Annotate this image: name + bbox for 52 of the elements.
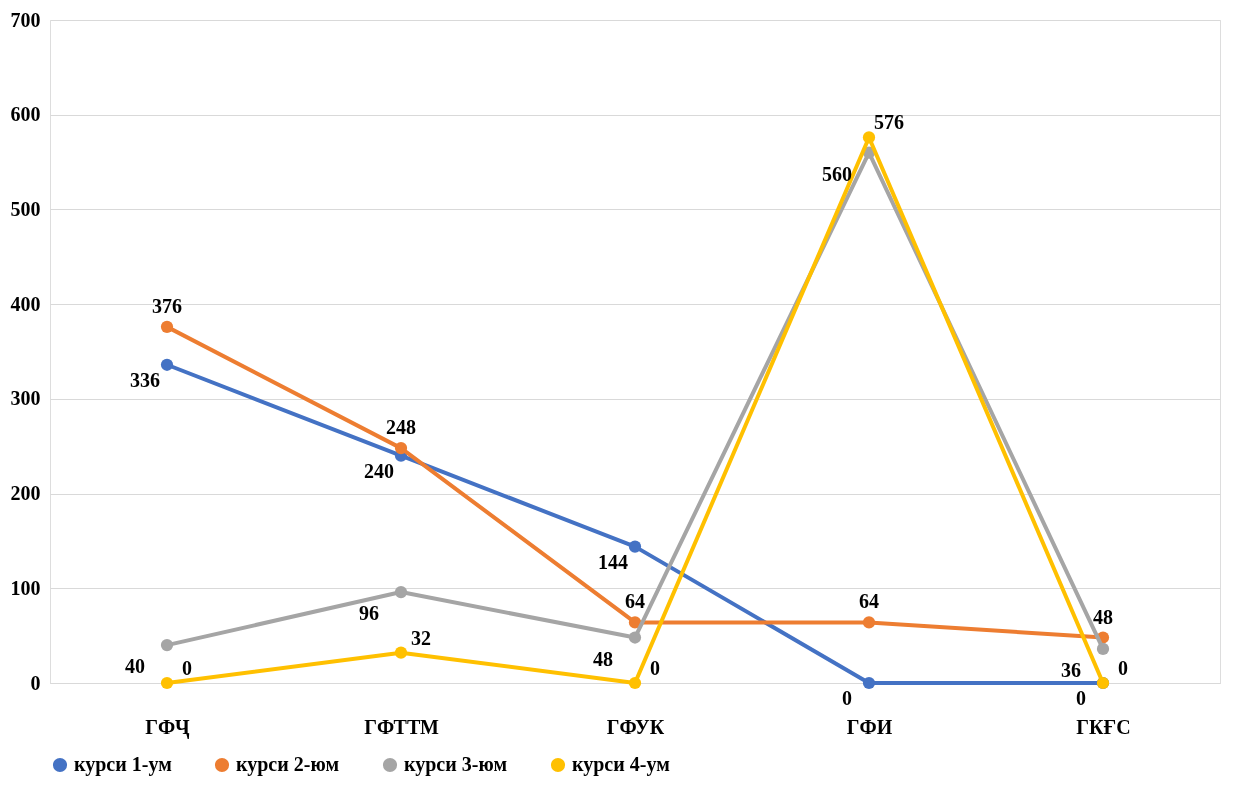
point: [862, 131, 876, 144]
point: [394, 442, 408, 455]
point: [628, 540, 642, 553]
point: [160, 676, 174, 690]
data-label: 0: [1118, 657, 1128, 679]
data-label: 48: [593, 647, 613, 670]
legend-label: курси 3-юм: [404, 753, 508, 776]
y-tick-label: 0: [30, 671, 41, 694]
data-label: 0: [1076, 687, 1086, 709]
data-label: 36: [1061, 658, 1081, 681]
point: [628, 631, 642, 644]
data-label: 64: [625, 590, 645, 613]
point: [862, 676, 876, 690]
point: [394, 585, 408, 599]
legend-label: курси 1-ум: [74, 753, 172, 776]
point: [628, 676, 642, 690]
data-label: 376: [152, 294, 182, 317]
legend-label: курси 2-юм: [236, 753, 340, 776]
x-tick-label: ГФТТМ: [364, 715, 439, 738]
data-label: 0: [182, 657, 192, 679]
data-label: 248: [386, 416, 416, 439]
point: [394, 646, 408, 659]
y-tick-label: 700: [10, 8, 41, 31]
x-tick-label: ГФУК: [606, 715, 665, 738]
data-label: 576: [874, 111, 904, 134]
y-tick-label: 200: [10, 482, 41, 505]
x-tick-label: ГКҒС: [1076, 715, 1131, 738]
y-tick-label: 600: [10, 103, 41, 126]
data-label: 240: [364, 459, 394, 482]
point: [628, 616, 642, 629]
data-label: 32: [411, 626, 431, 649]
point: [160, 639, 174, 652]
data-label: 144: [598, 550, 628, 573]
x-tick-label: ГФҶ: [145, 715, 191, 739]
data-label: 64: [859, 590, 879, 613]
point: [862, 616, 876, 629]
data-label: 96: [359, 602, 379, 625]
y-tick-label: 400: [10, 292, 41, 315]
data-label: 48: [1093, 605, 1113, 628]
point: [1096, 642, 1110, 656]
legend-label: курси 4-ум: [572, 753, 670, 776]
y-tick-label: 500: [10, 197, 41, 220]
data-label: 0: [650, 657, 660, 679]
point: [160, 358, 174, 371]
y-tick-label: 100: [10, 576, 41, 599]
y-tick-label: 300: [10, 387, 41, 410]
point: [160, 320, 174, 333]
data-label: 560: [822, 162, 852, 185]
x-tick-label: ГФИ: [846, 715, 893, 738]
data-label: 40: [125, 655, 145, 678]
data-label: 336: [130, 368, 160, 391]
data-label: 0: [842, 687, 852, 709]
